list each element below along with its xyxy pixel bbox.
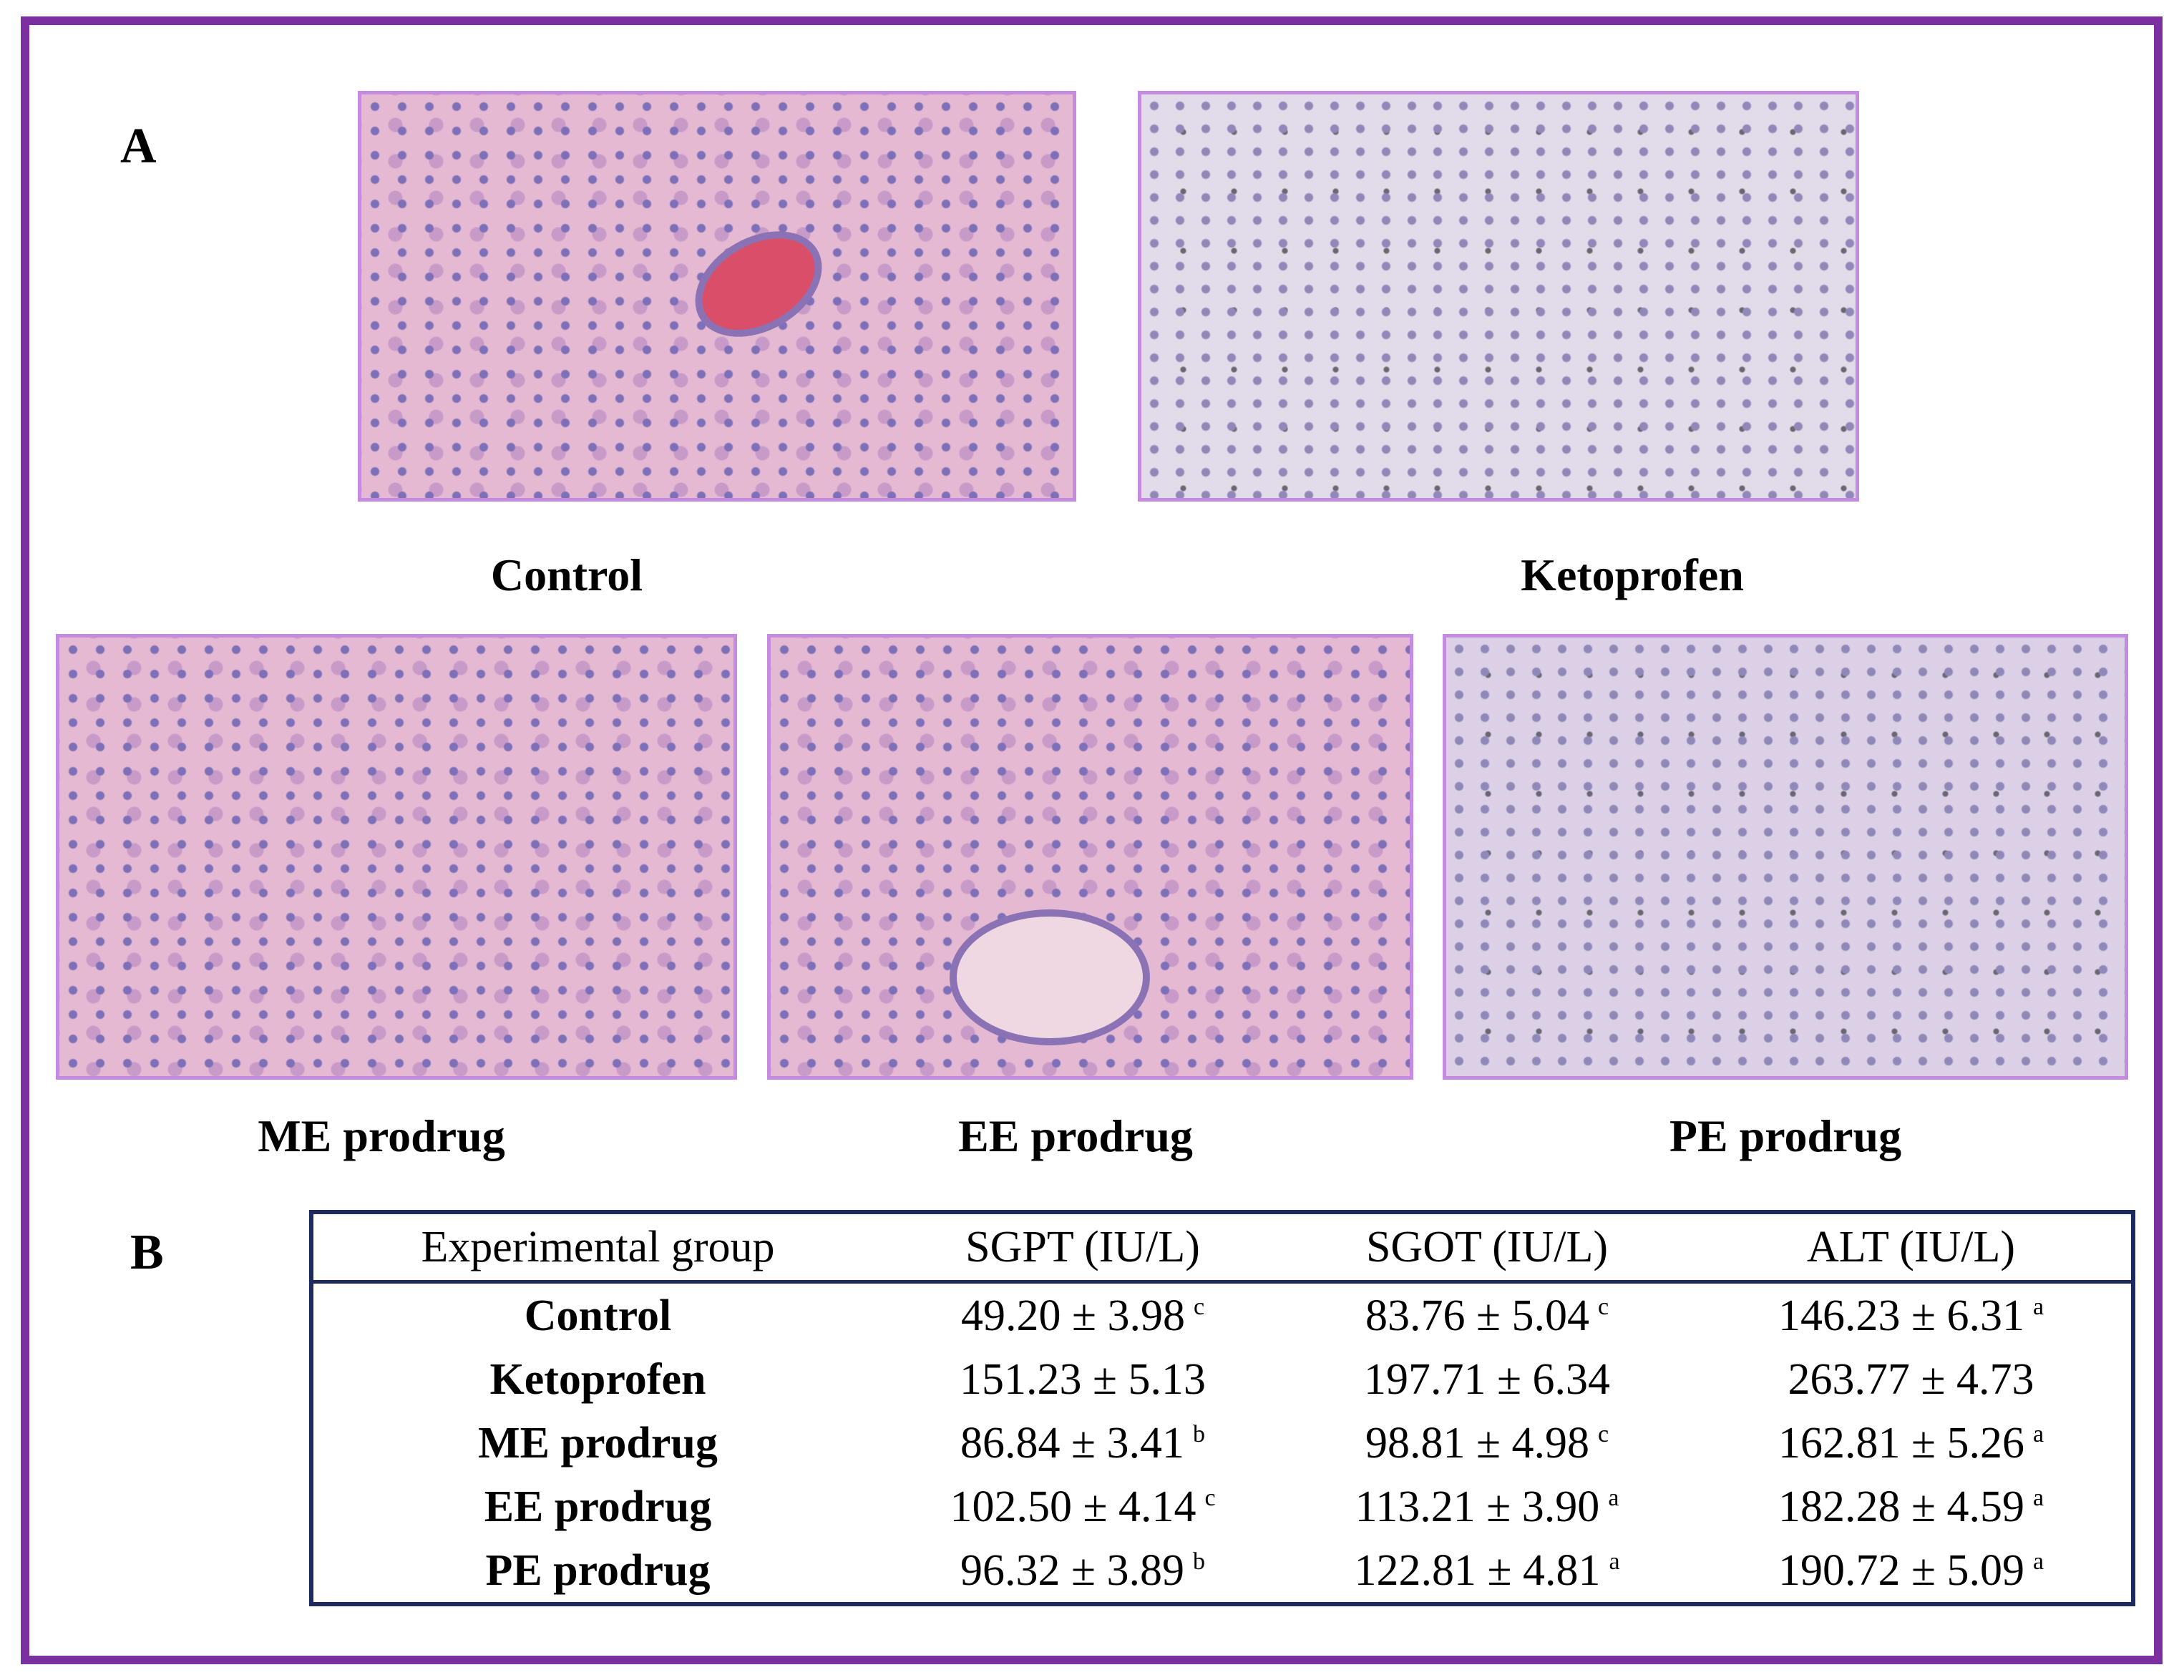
column-header: ALT (IU/L) [1691,1212,2133,1284]
cell-value: 190.72 ± 5.09 [1778,1545,2024,1595]
results-table: Experimental group SGPT (IU/L) SGOT (IU/L)… [309,1210,2135,1606]
panel-label: A [120,119,157,174]
table-row: Control 49.20 ± 3.98 c 83.76 ± 5.04 c 146.23 … [311,1282,2133,1348]
table-cell: 190.72 ± 5.09 a [1691,1538,2133,1604]
column-header: Experimental group [311,1212,882,1284]
superscript: c [1597,1293,1609,1320]
table-cell: 86.84 ± 3.41 b [882,1411,1283,1475]
cell-value: 197.71 ± 6.34 [1363,1354,1611,1404]
cell-value: 83.76 ± 5.04 [1365,1291,1589,1340]
table-cell: 98.81 ± 4.98 c [1283,1411,1691,1475]
table-row: PE prodrug 96.32 ± 3.89 b 122.81 ± 4.81 a 190… [311,1538,2133,1604]
superscript: a [1608,1484,1619,1511]
table-cell: 49.20 ± 3.98 c [882,1282,1283,1348]
image-caption: EE prodrug [958,1110,1193,1161]
superscript: c [1597,1420,1609,1447]
table-row: ME prodrug 86.84 ± 3.41 b 98.81 ± 4.98 c 162.… [311,1411,2133,1475]
table-cell: 102.50 ± 4.14 c [882,1475,1283,1538]
table-cell: 162.81 ± 5.26 a [1691,1411,2133,1475]
cell-value: 86.84 ± 3.41 [960,1418,1185,1467]
row-label: PE prodrug [485,1545,711,1595]
figure-frame [21,16,2163,1664]
table-row: Ketoprofen 151.23 ± 5.13 197.71 ± 6.34 263.… [311,1347,2133,1411]
cell-value: 162.81 ± 5.26 [1778,1418,2024,1467]
column-header: SGPT (IU/L) [882,1212,1283,1284]
table-head: Experimental group SGPT (IU/L) SGOT (IU/L)… [311,1212,2133,1284]
image-caption: Control [490,550,643,600]
micrograph [1443,634,2128,1080]
superscript: c [1193,1293,1205,1320]
superscript: a [2032,1548,2044,1575]
panel-label: B [130,1225,164,1280]
row-label: Control [524,1291,672,1340]
cell-value: 113.21 ± 3.90 [1355,1482,1600,1531]
cell-value: 102.50 ± 4.14 [950,1482,1196,1531]
vessel [676,210,841,358]
cell-value: 122.81 ± 4.81 [1354,1545,1601,1595]
table-cell: 83.76 ± 5.04 c [1283,1282,1691,1348]
table-cell: 263.77 ± 4.73 [1691,1347,2133,1411]
superscript: b [1193,1548,1206,1575]
superscript: a [2032,1420,2044,1447]
image-caption: ME prodrug [258,1110,505,1161]
table-cell: 151.23 ± 5.13 [882,1347,1283,1411]
cell-value: 96.32 ± 3.89 [960,1545,1185,1595]
superscript: b [1193,1420,1206,1447]
table-cell: 182.28 ± 4.59 a [1691,1475,2133,1538]
cell-value: 182.28 ± 4.59 [1778,1482,2024,1531]
cell-value: 98.81 ± 4.98 [1365,1418,1589,1467]
superscript: a [2032,1484,2044,1511]
micrograph [358,91,1076,502]
cell-value: 263.77 ± 4.73 [1788,1354,2034,1404]
table-cell: 146.23 ± 6.31 a [1691,1282,2133,1348]
cell-value: 49.20 ± 3.98 [960,1291,1185,1340]
table-cell: 96.32 ± 3.89 b [882,1538,1283,1604]
table-cell: 197.71 ± 6.34 [1283,1347,1691,1411]
cell-value: 151.23 ± 5.13 [959,1354,1206,1404]
row-label: EE prodrug [484,1482,712,1531]
image-caption: Ketoprofen [1521,550,1744,600]
header-row: Experimental group SGPT (IU/L) SGOT (IU/L)… [311,1212,2133,1284]
micrograph [56,634,737,1080]
micrograph [1138,91,1859,502]
row-label: ME prodrug [478,1418,718,1467]
cell-value: 146.23 ± 6.31 [1778,1291,2024,1340]
table-body: Control 49.20 ± 3.98 c 83.76 ± 5.04 c 146.23 … [311,1282,2133,1605]
micrograph [767,634,1413,1080]
row-label: Ketoprofen [489,1354,706,1404]
superscript: c [1204,1484,1216,1511]
table-row: EE prodrug 102.50 ± 4.14 c 113.21 ± 3.90 a 18… [311,1475,2133,1538]
image-caption: PE prodrug [1669,1110,1902,1161]
vessel [950,909,1150,1045]
superscript: a [2032,1293,2044,1320]
table-cell: 122.81 ± 4.81 a [1283,1538,1691,1604]
column-header: SGOT (IU/L) [1283,1212,1691,1284]
table-cell: 113.21 ± 3.90 a [1283,1475,1691,1538]
superscript: a [1609,1548,1620,1575]
